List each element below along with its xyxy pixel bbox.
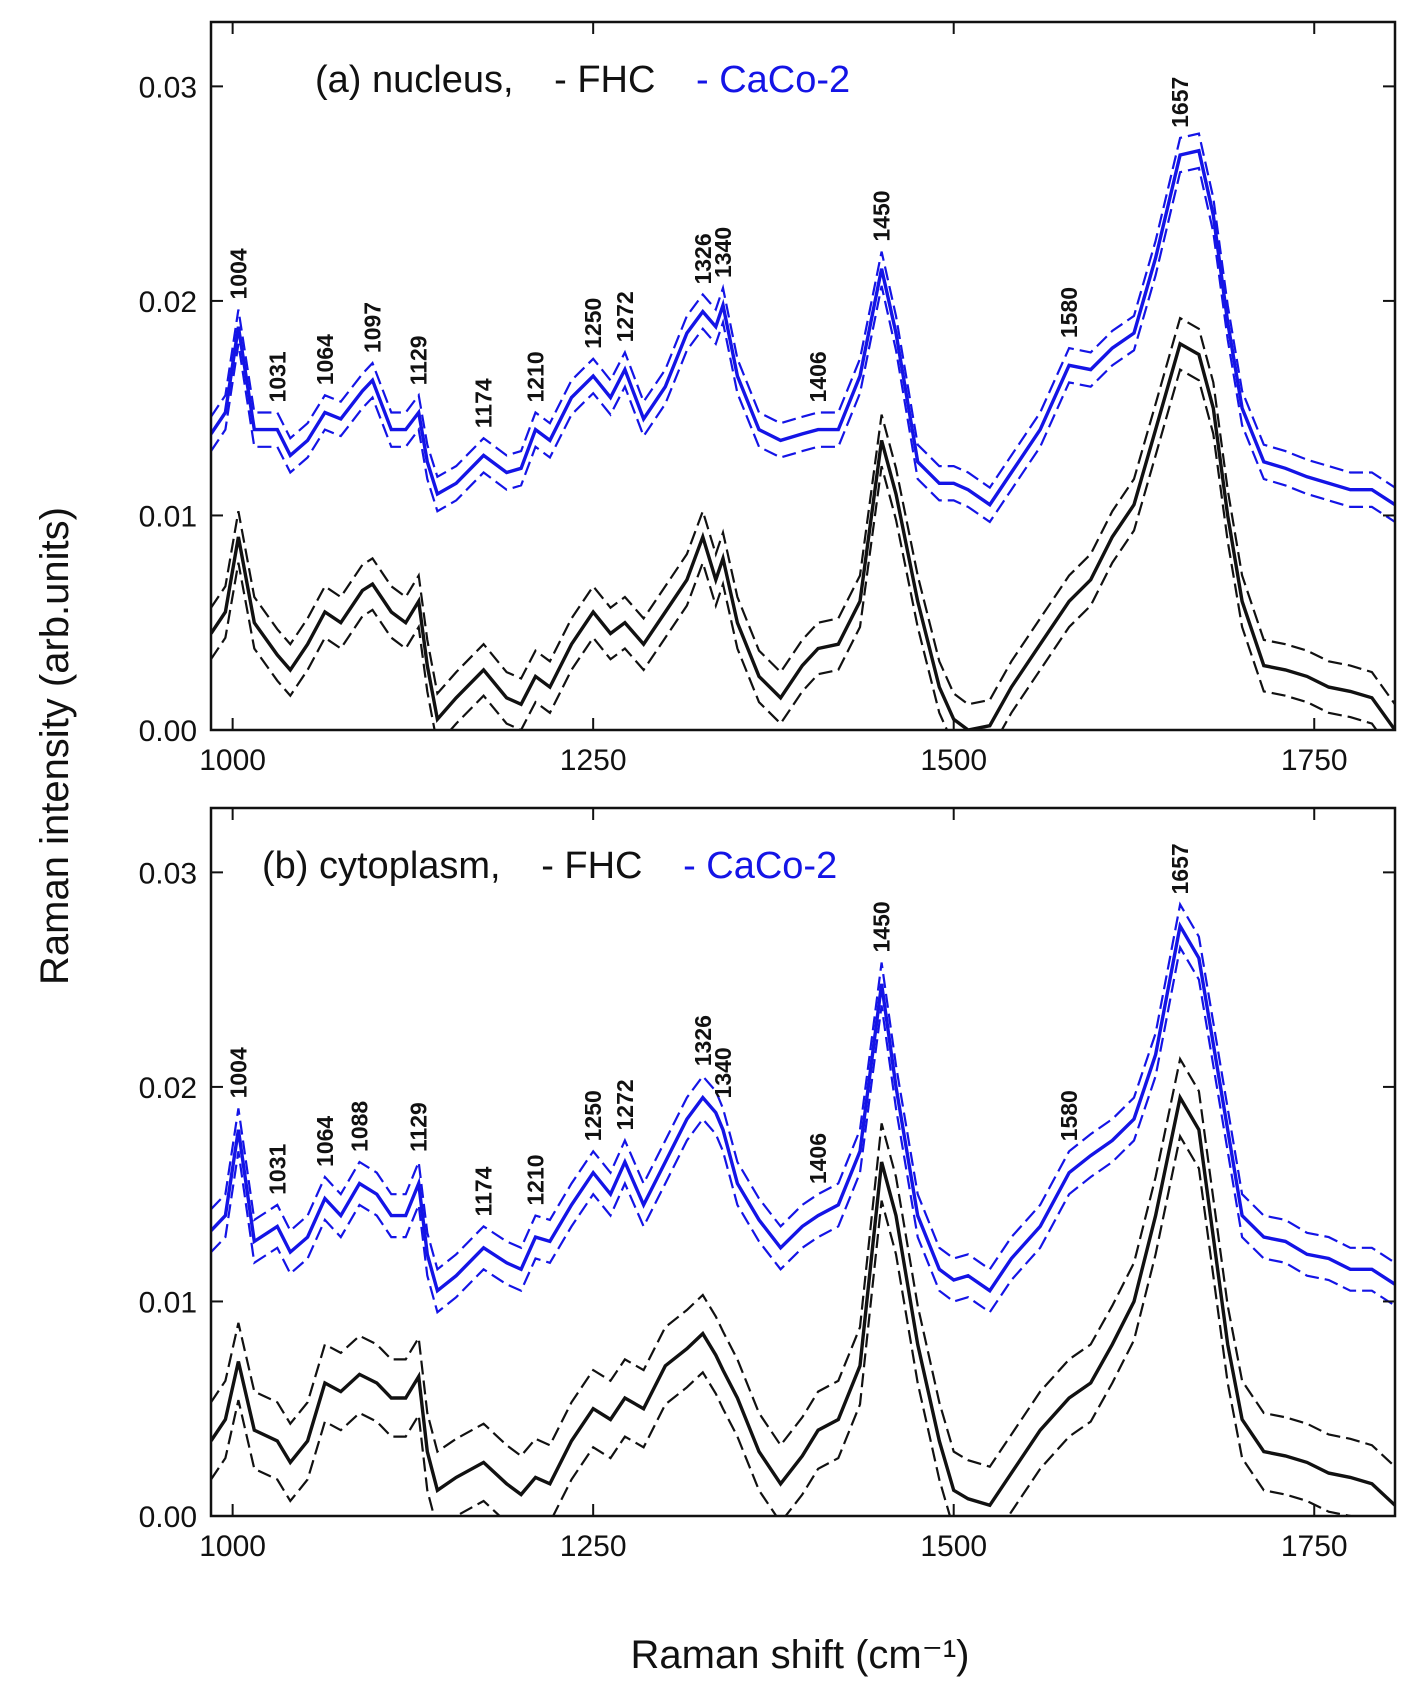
panel-b-x-ticks: 1000 1250 1500 1750	[199, 808, 1348, 1563]
peak-label: 1129	[406, 1102, 432, 1152]
y-tick-label: 0.00	[139, 1501, 197, 1534]
y-tick-label: 0.03	[139, 857, 197, 890]
series-caco2-upper-band	[211, 132, 1395, 490]
peak-label: 1174	[471, 378, 497, 428]
peak-label: 1272	[612, 1079, 638, 1130]
series-fhc-mean-line	[211, 341, 1395, 730]
series-caco2-mean-line	[211, 148, 1395, 508]
peak-label: 1406	[805, 351, 831, 402]
series-caco2-lower-band	[211, 944, 1395, 1315]
y-tick-label: 0.02	[139, 1072, 197, 1105]
panel-b-peak-labels: 1004 1031 1064 1088 1129 1174 1210 1250 1272 1326…	[225, 843, 1193, 1216]
panel-a-frame	[209, 20, 1397, 732]
peak-label: 1450	[869, 190, 895, 241]
x-tick-label: 1750	[1281, 1530, 1348, 1563]
peak-label: 1031	[264, 351, 290, 402]
panel-b-cytoplasm: 1000 1250 1500 1750 0.000.010.020.03 100410…	[139, 806, 1397, 1563]
x-tick-label: 1500	[920, 1530, 987, 1563]
peak-label: 1250	[580, 298, 606, 349]
panel-b-legend-fhc: - FHC	[541, 845, 642, 887]
peak-label: 1657	[1167, 77, 1193, 128]
panel-b-curves	[211, 901, 1395, 1516]
peak-label: 1340	[710, 227, 736, 278]
peak-label: 1657	[1167, 843, 1193, 894]
panel-b-frame	[209, 806, 1397, 1518]
panel-a-curves	[211, 132, 1395, 730]
panel-a-legend-caco2: - CaCo-2	[696, 59, 850, 101]
peak-label: 1326	[690, 233, 716, 284]
panel-a-legend-fhc: - FHC	[554, 59, 655, 101]
peak-label: 1004	[225, 248, 251, 299]
x-axis-label: Raman shift (cm⁻¹)	[631, 1633, 970, 1677]
peak-label: 1088	[347, 1101, 373, 1152]
peak-label: 1580	[1056, 1090, 1082, 1141]
peak-label: 1064	[312, 1116, 338, 1167]
series-caco2-mean-line	[211, 921, 1395, 1294]
x-tick-label: 1000	[199, 1530, 266, 1563]
series-fhc-upper-band	[211, 1055, 1395, 1468]
peak-label: 1064	[312, 334, 338, 385]
y-tick-label: 0.01	[139, 1286, 197, 1319]
panel-a-x-ticks: 1000 1250 1500 1750	[199, 22, 1348, 777]
peak-label: 1340	[710, 1047, 736, 1098]
peak-label: 1031	[264, 1143, 290, 1194]
panel-a-annotation: (a) nucleus, - FHC - CaCo-2	[315, 59, 850, 101]
x-tick-label: 1500	[920, 744, 987, 777]
peak-label: 1210	[522, 351, 548, 402]
panel-a-peak-labels: 1004 1031 1064 1097 1129 1174 1210 1250 1272 1326…	[225, 77, 1193, 429]
peak-label: 1097	[360, 302, 386, 353]
panel-b-annotation: (b) cytoplasm, - FHC - CaCo-2	[262, 845, 837, 887]
panel-a-nucleus: 1000 1250 1500 1750 0.000.010.020.03 100410…	[139, 20, 1397, 777]
panel-b-legend-caco2: - CaCo-2	[683, 845, 837, 887]
peak-label: 1250	[580, 1090, 606, 1141]
peak-label: 1174	[471, 1166, 497, 1216]
y-tick-label: 0.01	[139, 500, 197, 533]
panel-b-annotation-text: (b) cytoplasm,	[262, 845, 501, 887]
peak-label: 1580	[1056, 287, 1082, 338]
x-tick-label: 1250	[560, 1530, 627, 1563]
x-tick-label: 1000	[199, 744, 266, 777]
panel-b-y-ticks: 0.00 0.01 0.02 0.03	[139, 857, 1395, 1534]
y-tick-label: 0.02	[139, 286, 197, 319]
peak-label: 1272	[612, 291, 638, 342]
peak-label: 1406	[805, 1133, 831, 1184]
series-fhc-lower-band	[211, 1133, 1355, 1516]
series-caco2-lower-band	[211, 166, 1395, 524]
y-axis-label: Raman intensity (arb.units)	[33, 507, 77, 985]
series-fhc-upper-band	[211, 316, 1395, 706]
peak-label: 1450	[869, 901, 895, 952]
peak-label: 1004	[225, 1047, 251, 1098]
y-tick-label: 0.03	[139, 71, 197, 104]
panel-a-annotation-text: (a) nucleus,	[315, 59, 514, 101]
series-caco2-upper-band	[211, 901, 1395, 1272]
series-fhc-mean-line	[211, 1092, 1395, 1508]
peak-label: 1210	[523, 1154, 549, 1205]
peak-label: 1326	[690, 1015, 716, 1066]
series-fhc-lower-band	[211, 367, 1378, 730]
y-tick-label: 0.00	[139, 715, 197, 748]
x-tick-label: 1250	[560, 744, 627, 777]
x-tick-label: 1750	[1281, 744, 1348, 777]
peak-label: 1129	[406, 335, 432, 385]
